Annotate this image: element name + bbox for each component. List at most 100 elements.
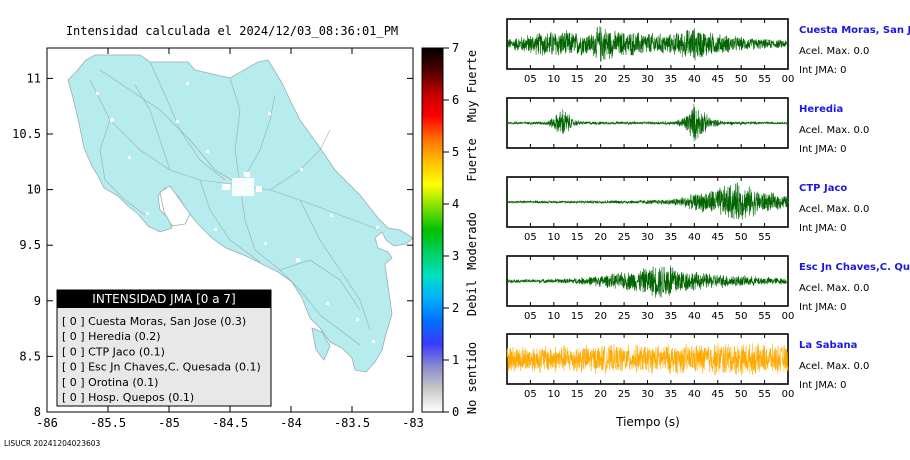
time-tick-label: 35	[665, 311, 678, 322]
station-name: Heredia	[799, 104, 843, 115]
station-name: Cuesta Moras, San Jose	[799, 25, 910, 36]
waveform-trace	[506, 104, 789, 142]
time-tick-label: 10	[547, 311, 560, 322]
time-tick-label: 25	[618, 389, 631, 400]
legend-item: [ 0 ] CTP Jaco (0.1)	[62, 345, 165, 358]
station-acel: Acel. Max. 0.0	[799, 46, 869, 57]
time-tick-label: 45	[711, 389, 724, 400]
lon-tick-label: -83.5	[334, 416, 370, 430]
station-acel: Acel. Max. 0.0	[799, 361, 869, 372]
station-acel: Acel. Max. 0.0	[799, 125, 869, 136]
time-tick-label: 30	[641, 389, 654, 400]
legend-header: INTENSIDAD JMA [0 a 7]	[92, 292, 235, 306]
time-tick-label: 10	[547, 74, 560, 85]
time-tick-label: 05	[524, 311, 537, 322]
waveform-panels: 05 10 15 20 25 30 35 40 45 50 55 00 Cuesta Moras, Sa…	[506, 18, 910, 400]
time-tick-label: 25	[618, 232, 631, 243]
legend-item: [ 0 ] Esc Jn Chaves,C. Quesada (0.1)	[62, 361, 261, 374]
time-tick-label: 35	[665, 232, 678, 243]
time-tick-label: 00	[782, 74, 795, 85]
colorbar-tick-label: 2	[452, 301, 459, 315]
colorbar-tick-label: 7	[452, 41, 459, 55]
intensity-legend: INTENSIDAD JMA [0 a 7] [ 0 ] Cuesta Mora…	[56, 289, 272, 407]
time-tick-label: 50	[735, 389, 748, 400]
colorbar-tick-label: 1	[452, 353, 459, 367]
legend-item: [ 0 ] Hosp. Quepos (0.1)	[62, 391, 194, 404]
time-tick-label: 20	[594, 311, 607, 322]
station-acel: Acel. Max. 0.0	[799, 283, 869, 294]
legend-item: [ 0 ] Cuesta Moras, San Jose (0.3)	[62, 315, 246, 328]
colorbar-tick-label: 5	[452, 145, 459, 159]
waveform-trace	[506, 26, 789, 62]
waveform-panel: 05 10 15 20 25 30 35 40 45 50 55 00 La Sabana Acel. M…	[506, 333, 869, 400]
colorbar-class-label: No sentido	[465, 342, 479, 414]
time-tick-label: 45	[711, 74, 724, 85]
nicoya-gulf	[159, 185, 191, 227]
colorbar-tick-label: 3	[452, 249, 459, 263]
time-tick-label: 30	[641, 232, 654, 243]
station-name: Esc Jn Chaves,C. Ques	[799, 262, 910, 273]
lon-tick-label: -86	[36, 416, 58, 430]
colorbar-tick-label: 4	[452, 197, 459, 211]
station-intensity: Int JMA: 0	[799, 144, 847, 155]
time-tick-label: 15	[571, 389, 584, 400]
time-tick-label: 55	[758, 389, 771, 400]
time-tick-label: 55	[758, 311, 771, 322]
station-intensity: Int JMA: 0	[799, 223, 847, 234]
lat-tick-label: 9.5	[19, 238, 41, 252]
lon-tick-label: -85.5	[90, 416, 126, 430]
colorbar-ticks: 7 6 5 4 3 2 1 0	[443, 41, 459, 419]
time-tick-label: 45	[711, 311, 724, 322]
waveform-panel: 05 10 15 20 25 30 35 40 45 50 55 00 Esc Jn Chaves,C.…	[506, 255, 910, 322]
time-tick-label: 25	[618, 74, 631, 85]
time-tick-label: 45	[711, 232, 724, 243]
lat-tick-label: 8	[34, 405, 41, 419]
lat-tick-label: 11	[27, 71, 41, 85]
time-tick-label: 00	[782, 389, 795, 400]
lat-tick-label: 9	[34, 294, 41, 308]
time-tick-label: 50	[735, 232, 748, 243]
station-intensity: Int JMA: 0	[799, 302, 847, 313]
time-tick-label: 25	[618, 311, 631, 322]
station-intensity: Int JMA: 0	[799, 380, 847, 391]
station-acel: Acel. Max. 0.0	[799, 204, 869, 215]
time-tick-label: 50	[735, 311, 748, 322]
lat-tick-label: 10.5	[12, 127, 41, 141]
waveform-trace	[506, 182, 789, 220]
lon-tick-label: -84	[280, 416, 302, 430]
colorbar-class-label: Moderado	[465, 212, 479, 270]
waveform-panel: 05 10 15 20 25 30 35 40 45 50 55 00 Cuesta Moras, Sa…	[506, 18, 910, 85]
time-tick-label: 30	[641, 74, 654, 85]
time-tick-label: 55	[758, 232, 771, 243]
time-tick-label: 05	[524, 74, 537, 85]
colorbar-class-label: Debil	[465, 280, 479, 316]
time-tick-label: 10	[547, 389, 560, 400]
time-tick-label: 35	[665, 389, 678, 400]
footer-id: LISUCR 20241204023603	[4, 439, 101, 448]
time-tick-label: 40	[688, 389, 701, 400]
lon-tick-label: -84.5	[212, 416, 248, 430]
time-tick-label: 15	[571, 74, 584, 85]
road-network	[89, 61, 381, 346]
legend-item: [ 0 ] Heredia (0.2)	[62, 330, 161, 343]
colorbar-tick-label: 6	[452, 93, 459, 107]
time-tick-label: 05	[524, 232, 537, 243]
legend-header-bar	[57, 290, 271, 308]
waveform-trace	[506, 342, 789, 376]
lat-tick-label: 10	[27, 183, 41, 197]
legend-item: [ 0 ] Orotina (0.1)	[62, 376, 158, 389]
lon-tick-label: -85	[158, 416, 180, 430]
osa-peninsula	[311, 327, 331, 361]
map-axes: -86 -85.5 -85 -84.5 -84 -83.5 -83 11 10.5 10 9.5 9 8…	[12, 48, 424, 430]
map-title: Intensidad calculada el 2024/12/03_08:36…	[66, 24, 398, 38]
time-tick-label: 40	[688, 232, 701, 243]
colorbar: 7 6 5 4 3 2 1 0 Muy Fuerte Fuerte Moderado Debil No…	[421, 41, 479, 419]
time-tick-label: 55	[758, 74, 771, 85]
time-tick-label: 20	[594, 74, 607, 85]
time-tick-label: 15	[571, 232, 584, 243]
time-tick-label: 20	[594, 389, 607, 400]
time-tick-label: 50	[735, 74, 748, 85]
colorbar-class-label: Fuerte	[465, 138, 479, 181]
waveform-panel: 05 10 15 20 25 30 35 40 45 50 55 CTP Jaco Acel. Max.…	[506, 176, 869, 243]
